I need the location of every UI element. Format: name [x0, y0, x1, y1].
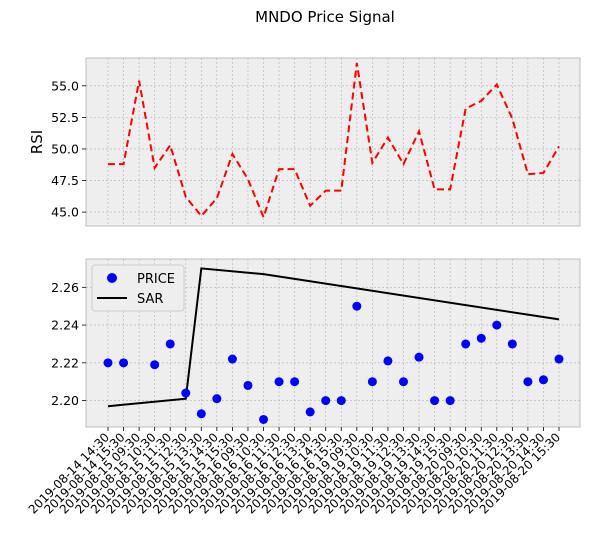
rsi-series-line: [108, 62, 560, 221]
price-point: [336, 396, 346, 406]
price-point: [383, 356, 393, 366]
price-point: [227, 354, 237, 364]
price-point: [165, 339, 175, 349]
price-point: [274, 377, 284, 387]
legend-label-sar: SAR: [137, 292, 163, 307]
rsi-y-ticks: 45.0 47.5 50.0 52.5 55.0: [51, 78, 86, 220]
price-point: [305, 407, 315, 417]
figure-title: MNDO Price Signal: [255, 8, 395, 26]
sar-series-line: [107, 267, 560, 408]
legend-marker-price: [107, 273, 117, 283]
price-point: [321, 396, 331, 406]
y-tick-label: 55.0: [51, 78, 79, 93]
price-point: [290, 377, 300, 387]
legend-label-price: PRICE: [137, 272, 175, 287]
price-point: [507, 339, 517, 349]
price-point: [445, 396, 455, 406]
price-points: [103, 282, 564, 424]
price-point: [523, 377, 533, 387]
legend: PRICE SAR: [91, 264, 185, 312]
rsi-panel: 45.0 47.5 50.0 52.5 55.0 RSI: [28, 57, 581, 227]
price-point: [554, 354, 564, 364]
price-point: [352, 301, 362, 311]
y-tick-label: 2.26: [51, 280, 79, 295]
price-point: [398, 377, 408, 387]
y-tick-label: 50.0: [51, 141, 79, 156]
rsi-axis-label: RSI: [28, 130, 46, 154]
price-point: [367, 377, 377, 387]
y-tick-label: 47.5: [51, 173, 79, 188]
price-point: [414, 352, 424, 362]
price-point: [196, 409, 206, 419]
y-tick-label: 2.24: [51, 318, 79, 333]
rsi-plot-area: [85, 57, 581, 227]
price-point: [119, 358, 129, 368]
price-point: [430, 396, 440, 406]
price-point: [212, 394, 222, 404]
y-tick-label: 45.0: [51, 205, 79, 220]
price-point: [259, 414, 269, 424]
price-point: [150, 360, 160, 370]
y-tick-label: 2.20: [51, 393, 79, 408]
price-point: [538, 375, 548, 385]
price-point: [476, 333, 486, 343]
price-point: [492, 320, 502, 330]
price-panel: 2.20 2.22 2.24 2.26 2019-08-14 14:302019-08…: [26, 258, 581, 517]
price-y-ticks: 2.20 2.22 2.24 2.26: [51, 280, 86, 408]
price-point: [103, 358, 113, 368]
price-point: [181, 388, 191, 398]
price-point: [243, 380, 253, 390]
y-tick-label: 2.22: [51, 355, 79, 370]
y-tick-label: 52.5: [51, 110, 79, 125]
price-point: [461, 339, 471, 349]
rsi-grid: [86, 58, 580, 226]
